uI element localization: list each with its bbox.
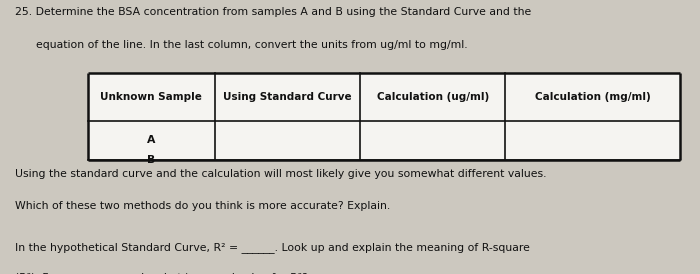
Text: Unknown Sample: Unknown Sample [100, 92, 202, 102]
Text: Using the standard curve and the calculation will most likely give you somewhat : Using the standard curve and the calcula… [15, 169, 547, 178]
Text: Which of these two methods do you think is more accurate? Explain.: Which of these two methods do you think … [15, 201, 391, 211]
Text: Calculation (ug/ml): Calculation (ug/ml) [377, 92, 489, 102]
Text: Calculation (mg/ml): Calculation (mg/ml) [535, 92, 651, 102]
Text: (R²). From your research, what is a good value for R²?: (R²). From your research, what is a good… [15, 273, 308, 274]
Text: equation of the line. In the last column, convert the units from ug/ml to mg/ml.: equation of the line. In the last column… [15, 40, 468, 50]
Text: B: B [147, 155, 155, 165]
Text: 25. Determine the BSA concentration from samples A and B using the Standard Curv: 25. Determine the BSA concentration from… [15, 7, 532, 17]
Text: A: A [147, 135, 155, 145]
Text: Using Standard Curve: Using Standard Curve [223, 92, 352, 102]
Bar [88, 73, 680, 160]
Text: In the hypothetical Standard Curve, R² = ______. Look up and explain the meaning: In the hypothetical Standard Curve, R² =… [15, 242, 531, 253]
